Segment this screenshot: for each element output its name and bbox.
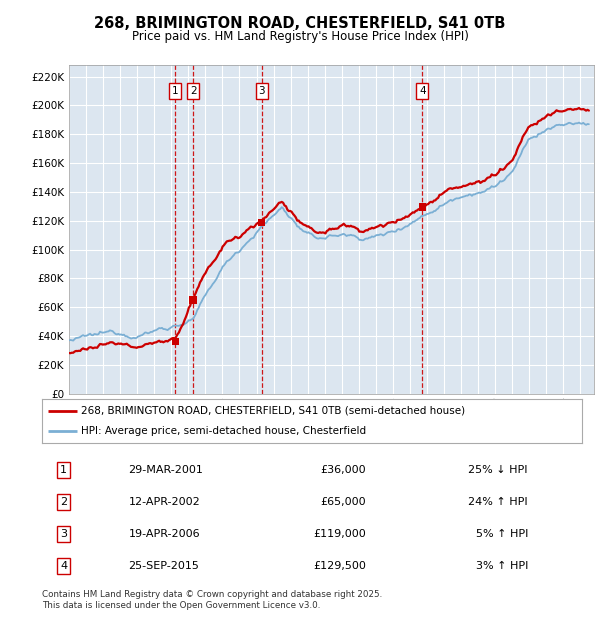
Text: 29-MAR-2001: 29-MAR-2001	[128, 465, 203, 475]
Text: 2: 2	[190, 86, 196, 96]
Text: 2: 2	[60, 497, 67, 507]
Text: 24% ↑ HPI: 24% ↑ HPI	[469, 497, 528, 507]
Text: 4: 4	[60, 561, 67, 572]
Text: Contains HM Land Registry data © Crown copyright and database right 2025.
This d: Contains HM Land Registry data © Crown c…	[42, 590, 382, 609]
Text: 3% ↑ HPI: 3% ↑ HPI	[476, 561, 528, 572]
Point	[257, 217, 266, 227]
Text: 268, BRIMINGTON ROAD, CHESTERFIELD, S41 0TB: 268, BRIMINGTON ROAD, CHESTERFIELD, S41 …	[94, 16, 506, 30]
Text: 25% ↓ HPI: 25% ↓ HPI	[469, 465, 528, 475]
Point	[170, 337, 180, 347]
Text: 12-APR-2002: 12-APR-2002	[128, 497, 200, 507]
Text: 268, BRIMINGTON ROAD, CHESTERFIELD, S41 0TB (semi-detached house): 268, BRIMINGTON ROAD, CHESTERFIELD, S41 …	[81, 405, 465, 416]
Text: £119,000: £119,000	[313, 529, 366, 539]
Text: Price paid vs. HM Land Registry's House Price Index (HPI): Price paid vs. HM Land Registry's House …	[131, 30, 469, 43]
Point	[188, 295, 198, 305]
Text: 5% ↑ HPI: 5% ↑ HPI	[476, 529, 528, 539]
Text: 3: 3	[60, 529, 67, 539]
Text: £129,500: £129,500	[313, 561, 366, 572]
Text: 3: 3	[259, 86, 265, 96]
Point	[418, 202, 427, 212]
Text: 1: 1	[172, 86, 179, 96]
Text: 4: 4	[419, 86, 425, 96]
Text: 25-SEP-2015: 25-SEP-2015	[128, 561, 199, 572]
Text: 19-APR-2006: 19-APR-2006	[128, 529, 200, 539]
Text: £36,000: £36,000	[320, 465, 366, 475]
Text: 1: 1	[60, 465, 67, 475]
Text: £65,000: £65,000	[320, 497, 366, 507]
Text: HPI: Average price, semi-detached house, Chesterfield: HPI: Average price, semi-detached house,…	[81, 426, 366, 436]
